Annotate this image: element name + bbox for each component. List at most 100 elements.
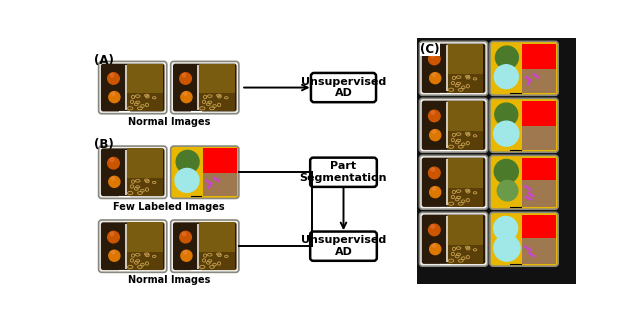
Circle shape <box>111 92 115 95</box>
Bar <box>203 173 237 196</box>
FancyBboxPatch shape <box>422 44 485 93</box>
Circle shape <box>109 176 120 187</box>
FancyBboxPatch shape <box>173 64 237 111</box>
Circle shape <box>431 225 435 228</box>
Circle shape <box>182 73 186 77</box>
Text: Few Labeled Images: Few Labeled Images <box>113 202 225 211</box>
Bar <box>125 150 127 195</box>
Bar <box>447 44 483 93</box>
Bar <box>522 44 556 69</box>
Bar <box>522 126 556 150</box>
FancyBboxPatch shape <box>101 222 164 270</box>
Circle shape <box>431 111 435 114</box>
Text: Normal Images: Normal Images <box>127 117 210 127</box>
Circle shape <box>433 187 436 190</box>
Circle shape <box>431 168 435 171</box>
Circle shape <box>110 73 114 77</box>
Bar <box>492 101 556 150</box>
Circle shape <box>176 150 199 173</box>
Circle shape <box>111 177 115 180</box>
Circle shape <box>429 244 441 255</box>
Bar <box>125 65 127 110</box>
Text: (A): (A) <box>94 54 114 67</box>
Bar <box>447 101 483 150</box>
Circle shape <box>495 103 518 126</box>
Circle shape <box>180 73 191 84</box>
Bar <box>446 45 448 92</box>
FancyBboxPatch shape <box>422 215 485 264</box>
Bar <box>446 159 448 205</box>
Bar <box>447 215 483 264</box>
Bar <box>127 222 163 270</box>
Circle shape <box>493 121 519 146</box>
FancyBboxPatch shape <box>101 64 164 111</box>
FancyBboxPatch shape <box>99 61 167 114</box>
Circle shape <box>110 232 114 235</box>
Circle shape <box>181 250 192 261</box>
Circle shape <box>494 160 518 183</box>
Circle shape <box>182 232 186 235</box>
Bar <box>522 215 556 238</box>
Circle shape <box>184 92 187 95</box>
FancyBboxPatch shape <box>310 158 377 187</box>
Text: Unsupervised
AD: Unsupervised AD <box>301 77 386 98</box>
Circle shape <box>433 244 436 247</box>
Circle shape <box>175 168 199 192</box>
Circle shape <box>429 130 441 141</box>
Bar <box>198 222 235 270</box>
Bar <box>492 44 556 93</box>
Bar <box>446 216 448 262</box>
Circle shape <box>494 65 518 89</box>
Bar <box>127 64 163 111</box>
Circle shape <box>108 231 119 243</box>
Bar <box>492 215 556 264</box>
FancyBboxPatch shape <box>490 212 558 266</box>
Bar <box>198 64 235 111</box>
Bar <box>522 69 556 93</box>
Circle shape <box>429 224 440 236</box>
Bar <box>197 224 199 269</box>
Circle shape <box>429 167 440 179</box>
FancyBboxPatch shape <box>310 232 377 261</box>
Circle shape <box>494 235 520 261</box>
Circle shape <box>108 158 119 169</box>
FancyBboxPatch shape <box>99 146 167 198</box>
Circle shape <box>497 181 518 201</box>
Circle shape <box>110 158 114 162</box>
Bar <box>446 102 448 148</box>
Bar <box>447 245 483 264</box>
Bar <box>127 178 163 196</box>
Bar <box>127 93 163 111</box>
FancyBboxPatch shape <box>171 146 239 198</box>
Circle shape <box>493 217 518 240</box>
Text: (B): (B) <box>94 138 114 152</box>
Bar <box>447 131 483 150</box>
Bar <box>447 74 483 93</box>
Bar <box>127 148 163 196</box>
Bar <box>127 252 163 270</box>
FancyBboxPatch shape <box>99 220 167 272</box>
Bar <box>522 158 556 180</box>
Bar <box>522 238 556 264</box>
Bar <box>203 148 237 173</box>
Bar <box>522 101 556 126</box>
Circle shape <box>429 187 441 198</box>
FancyBboxPatch shape <box>490 155 558 209</box>
Circle shape <box>431 54 435 57</box>
Bar <box>492 158 556 207</box>
Circle shape <box>109 92 120 103</box>
FancyBboxPatch shape <box>311 73 376 102</box>
Circle shape <box>429 73 441 84</box>
Circle shape <box>111 251 115 254</box>
FancyBboxPatch shape <box>171 220 239 272</box>
FancyBboxPatch shape <box>419 155 488 209</box>
FancyBboxPatch shape <box>419 98 488 152</box>
Text: Unsupervised
AD: Unsupervised AD <box>301 235 386 257</box>
Bar <box>447 158 483 207</box>
FancyBboxPatch shape <box>419 41 488 95</box>
Circle shape <box>429 110 440 122</box>
FancyBboxPatch shape <box>173 222 237 270</box>
Text: Normal Images: Normal Images <box>127 275 210 286</box>
FancyBboxPatch shape <box>419 212 488 266</box>
Circle shape <box>433 130 436 133</box>
